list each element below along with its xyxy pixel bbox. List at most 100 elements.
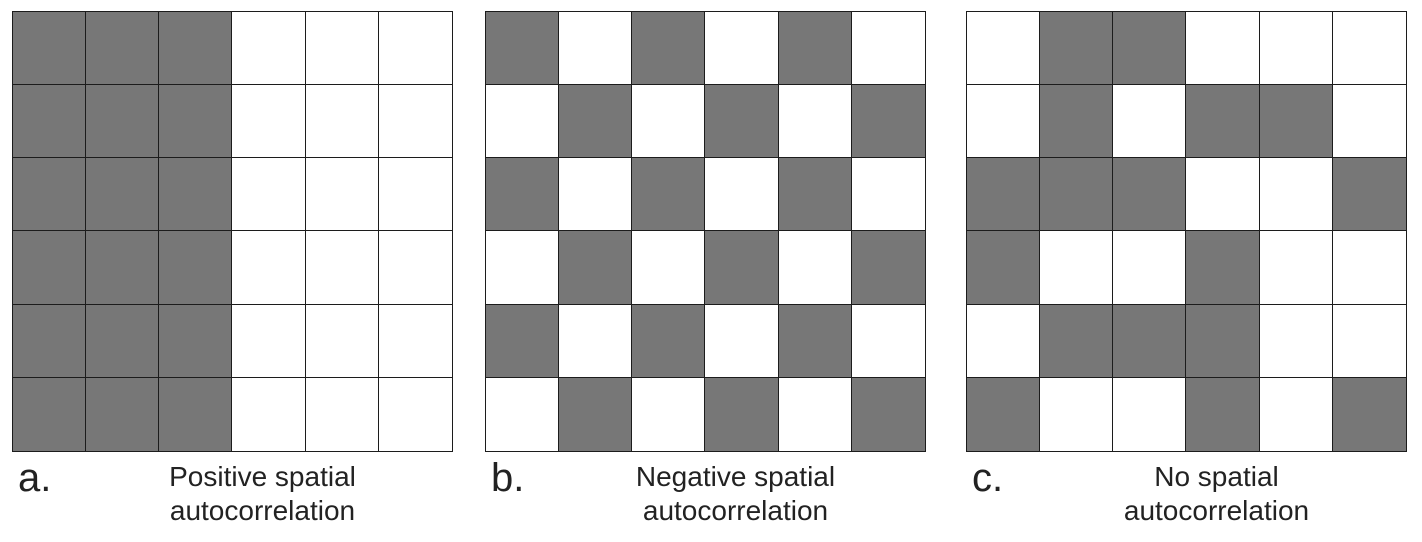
grid-cell-filled <box>159 304 233 378</box>
grid-cell-filled <box>86 158 160 232</box>
grid-cell-empty <box>305 158 379 232</box>
grid-cell-filled <box>559 377 633 451</box>
grid-cell-empty <box>1186 158 1260 232</box>
grid-cell-empty <box>705 304 779 378</box>
grid-cell-empty <box>378 377 452 451</box>
grid-cell-empty <box>486 231 560 305</box>
panel-label: Negative spatial autocorrelation <box>545 460 926 528</box>
grid-cell-filled <box>559 231 633 305</box>
panel-b: b. Negative spatial autocorrelation <box>485 11 926 532</box>
grid-cell-filled <box>1186 85 1260 159</box>
panel-label-line-1: No spatial <box>1154 461 1279 492</box>
panel-letter: b. <box>491 456 525 500</box>
grid-cell-empty <box>1259 231 1333 305</box>
grid-cell-filled <box>1040 304 1114 378</box>
grid-cell-empty <box>632 231 706 305</box>
grid-cell-empty <box>305 377 379 451</box>
grid-cell-empty <box>1113 231 1187 305</box>
grid-cell-empty <box>305 304 379 378</box>
grid-cell-filled <box>1332 377 1406 451</box>
grid-cell-empty <box>778 231 852 305</box>
grid-cell-filled <box>159 231 233 305</box>
grid-cell-filled <box>1186 377 1260 451</box>
grid-cell-filled <box>1186 231 1260 305</box>
grid-cell-empty <box>851 304 925 378</box>
grid-cell-empty <box>1259 377 1333 451</box>
grid-cell-filled <box>13 231 87 305</box>
grid-cell-empty <box>851 12 925 86</box>
grid-cell-empty <box>967 12 1041 86</box>
grid-cell-empty <box>559 158 633 232</box>
grid-cell-empty <box>1113 85 1187 159</box>
grid-cell-empty <box>1040 231 1114 305</box>
grid-cell-empty <box>851 158 925 232</box>
grid-cell-filled <box>86 377 160 451</box>
grid-cell-filled <box>851 231 925 305</box>
grid-cell-filled <box>13 85 87 159</box>
grid-cell-filled <box>86 85 160 159</box>
grid-positive-autocorrelation <box>12 11 453 452</box>
grid-cell-filled <box>632 12 706 86</box>
grid-cell-empty <box>1332 85 1406 159</box>
grid-cell-empty <box>232 12 306 86</box>
grid-cell-filled <box>967 377 1041 451</box>
grid-cell-empty <box>305 12 379 86</box>
grid-cell-filled <box>1040 85 1114 159</box>
grid-cell-filled <box>778 158 852 232</box>
grid-cell-filled <box>778 304 852 378</box>
grid-cell-filled <box>486 304 560 378</box>
grid-no-autocorrelation <box>966 11 1407 452</box>
grid-cell-filled <box>851 377 925 451</box>
grid-cell-empty <box>1259 158 1333 232</box>
grid-cell-filled <box>632 158 706 232</box>
grid-cell-empty <box>1186 12 1260 86</box>
grid-cell-filled <box>1259 85 1333 159</box>
grid-cell-filled <box>1113 158 1187 232</box>
panel-c: c. No spatial autocorrelation <box>966 11 1407 532</box>
grid-cell-empty <box>1332 304 1406 378</box>
grid-cell-filled <box>486 12 560 86</box>
grid-cell-filled <box>967 231 1041 305</box>
grid-cell-empty <box>705 158 779 232</box>
grid-cell-empty <box>1332 12 1406 86</box>
grid-cell-empty <box>1332 231 1406 305</box>
grid-cell-empty <box>778 377 852 451</box>
grid-cell-empty <box>632 377 706 451</box>
grid-cell-empty <box>486 85 560 159</box>
panel-letter: c. <box>972 456 1004 500</box>
grid-cell-filled <box>705 377 779 451</box>
grid-cell-filled <box>851 85 925 159</box>
grid-cell-filled <box>967 158 1041 232</box>
grid-cell-filled <box>1113 12 1187 86</box>
grid-cell-empty <box>378 304 452 378</box>
grid-cell-filled <box>159 85 233 159</box>
grid-cell-empty <box>305 85 379 159</box>
grid-cell-filled <box>705 231 779 305</box>
grid-cell-filled <box>632 304 706 378</box>
grid-cell-empty <box>559 12 633 86</box>
grid-cell-empty <box>378 12 452 86</box>
grid-cell-empty <box>778 85 852 159</box>
grid-cell-empty <box>1259 12 1333 86</box>
panel-label: No spatial autocorrelation <box>1026 460 1407 528</box>
grid-cell-empty <box>967 304 1041 378</box>
grid-cell-filled <box>13 304 87 378</box>
panel-label: Positive spatial autocorrelation <box>72 460 453 528</box>
grid-cell-filled <box>778 12 852 86</box>
grid-cell-filled <box>13 158 87 232</box>
grid-cell-filled <box>86 231 160 305</box>
grid-cell-empty <box>232 158 306 232</box>
grid-cell-filled <box>1040 12 1114 86</box>
grid-cell-empty <box>378 231 452 305</box>
grid-cell-empty <box>559 304 633 378</box>
grid-cell-filled <box>1113 304 1187 378</box>
grid-cell-filled <box>159 158 233 232</box>
grid-cell-empty <box>632 85 706 159</box>
panel-a: a. Positive spatial autocorrelation <box>12 11 453 532</box>
grid-cell-empty <box>378 85 452 159</box>
caption-a: a. Positive spatial autocorrelation <box>12 452 453 532</box>
grid-cell-filled <box>13 377 87 451</box>
grid-cell-filled <box>159 377 233 451</box>
grid-cell-filled <box>559 85 633 159</box>
grid-cell-filled <box>159 12 233 86</box>
